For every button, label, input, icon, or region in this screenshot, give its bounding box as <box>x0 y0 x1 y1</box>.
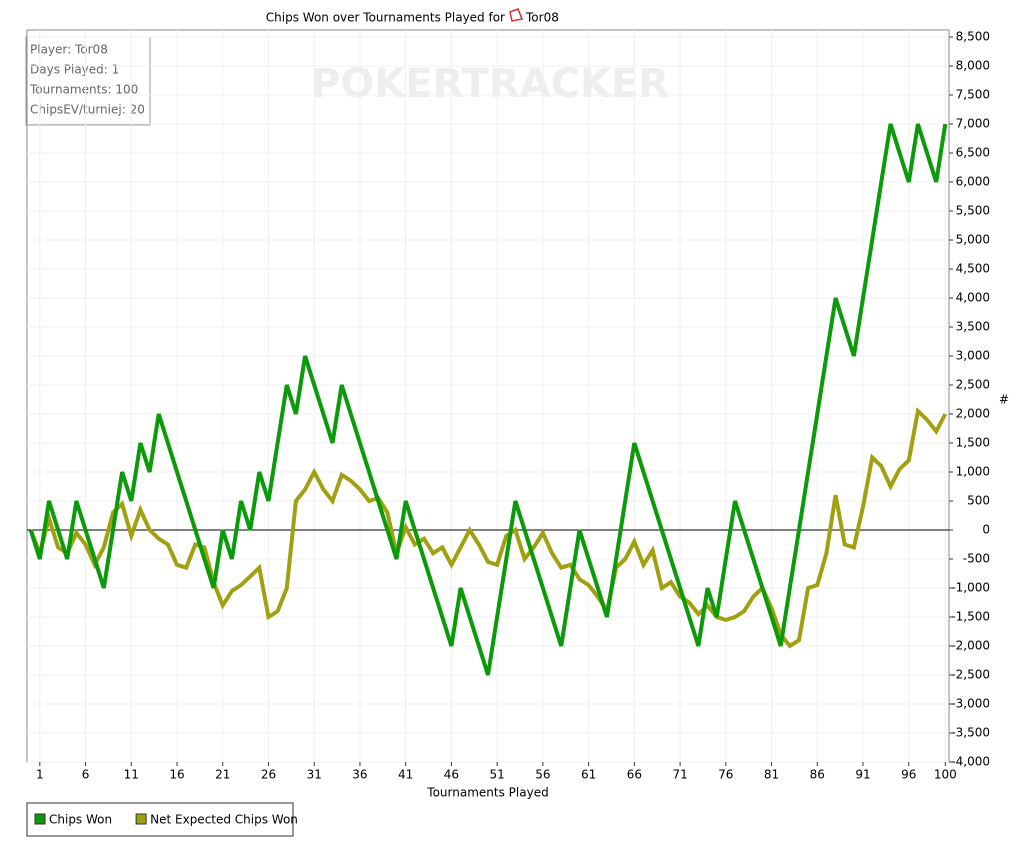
legend-swatch <box>34 813 46 825</box>
y-tick-label: 0 <box>982 523 990 537</box>
legend-label: Net Expected Chips Won <box>150 813 298 827</box>
watermark: POKERTRACKER <box>311 61 669 107</box>
x-tick-label: 26 <box>261 768 276 782</box>
series-line <box>28 123 948 676</box>
y-tick-label: 8,000 <box>956 59 990 73</box>
x-tick-label: 31 <box>307 768 322 782</box>
y-tick-label: -1,000 <box>951 581 990 595</box>
x-tick-label: 46 <box>444 768 459 782</box>
x-tick-label: 36 <box>352 768 367 782</box>
x-tick-label: 11 <box>124 768 139 782</box>
x-tick-label: 76 <box>718 768 733 782</box>
y-tick-label: 5,000 <box>956 233 990 247</box>
x-tick-label: 51 <box>490 768 505 782</box>
x-tick-label: 1 <box>36 768 44 782</box>
y-tick-label: -2,000 <box>951 639 990 653</box>
y-tick-label: 2,500 <box>956 378 990 392</box>
info-line: Tournaments: 100 <box>29 83 138 97</box>
y-tick-label: -500 <box>963 552 990 566</box>
x-tick-label: 66 <box>627 768 642 782</box>
y-tick-label: 3,000 <box>956 349 990 363</box>
info-box: Player: Tor08 Days Played: 1 Tournaments: … <box>25 36 151 126</box>
y-axis-label: # <box>999 393 1009 407</box>
y-tick-label: 500 <box>967 494 990 508</box>
y-tick-label: -2,500 <box>951 668 990 682</box>
y-tick-label: -1,500 <box>951 610 990 624</box>
y-tick-label: 4,500 <box>956 262 990 276</box>
info-line: Days Played: 1 <box>30 63 119 77</box>
y-tick-label: 6,500 <box>956 146 990 160</box>
series-line <box>28 407 948 649</box>
y-tick-label: 8,500 <box>956 30 990 44</box>
player-name: Tor08 <box>525 11 559 25</box>
y-tick-label: 1,000 <box>956 465 990 479</box>
x-tick-label: 16 <box>169 768 184 782</box>
y-tick-label: 4,000 <box>956 291 990 305</box>
plot-frame <box>26 29 950 763</box>
y-tick-label: 5,500 <box>956 204 990 218</box>
legend-swatch <box>135 813 147 825</box>
x-tick-label: 6 <box>82 768 90 782</box>
y-tick-label: 3,500 <box>956 320 990 334</box>
x-tick-label: 41 <box>398 768 413 782</box>
x-tick-label: 100 <box>934 768 957 782</box>
legend-label: Chips Won <box>49 813 112 827</box>
info-line: ChipsEV/turniej: 20 <box>30 103 145 117</box>
x-tick-label: 86 <box>810 768 825 782</box>
y-tick-label: 6,000 <box>956 175 990 189</box>
x-tick-label: 56 <box>535 768 550 782</box>
y-tick-label: 2,000 <box>956 407 990 421</box>
x-tick-label: 91 <box>855 768 870 782</box>
y-tick-label: 1,500 <box>956 436 990 450</box>
x-axis-label: Tournaments Played <box>426 786 548 800</box>
x-tick-label: 21 <box>215 768 230 782</box>
x-tick-label: 81 <box>764 768 779 782</box>
y-tick-label: 7,500 <box>956 88 990 102</box>
y-tick-label: 7,000 <box>956 117 990 131</box>
y-tick-label: -3,500 <box>951 726 990 740</box>
player-icon <box>509 8 524 22</box>
y-tick-label: -4,000 <box>951 755 990 769</box>
chart-title: Chips Won over Tournaments Played for <box>266 11 505 25</box>
y-tick-label: -3,000 <box>951 697 990 711</box>
x-tick-label: 71 <box>672 768 687 782</box>
info-line: Player: Tor08 <box>30 43 108 57</box>
x-tick-label: 96 <box>901 768 916 782</box>
x-tick-label: 61 <box>581 768 596 782</box>
legend-frame <box>26 802 294 837</box>
